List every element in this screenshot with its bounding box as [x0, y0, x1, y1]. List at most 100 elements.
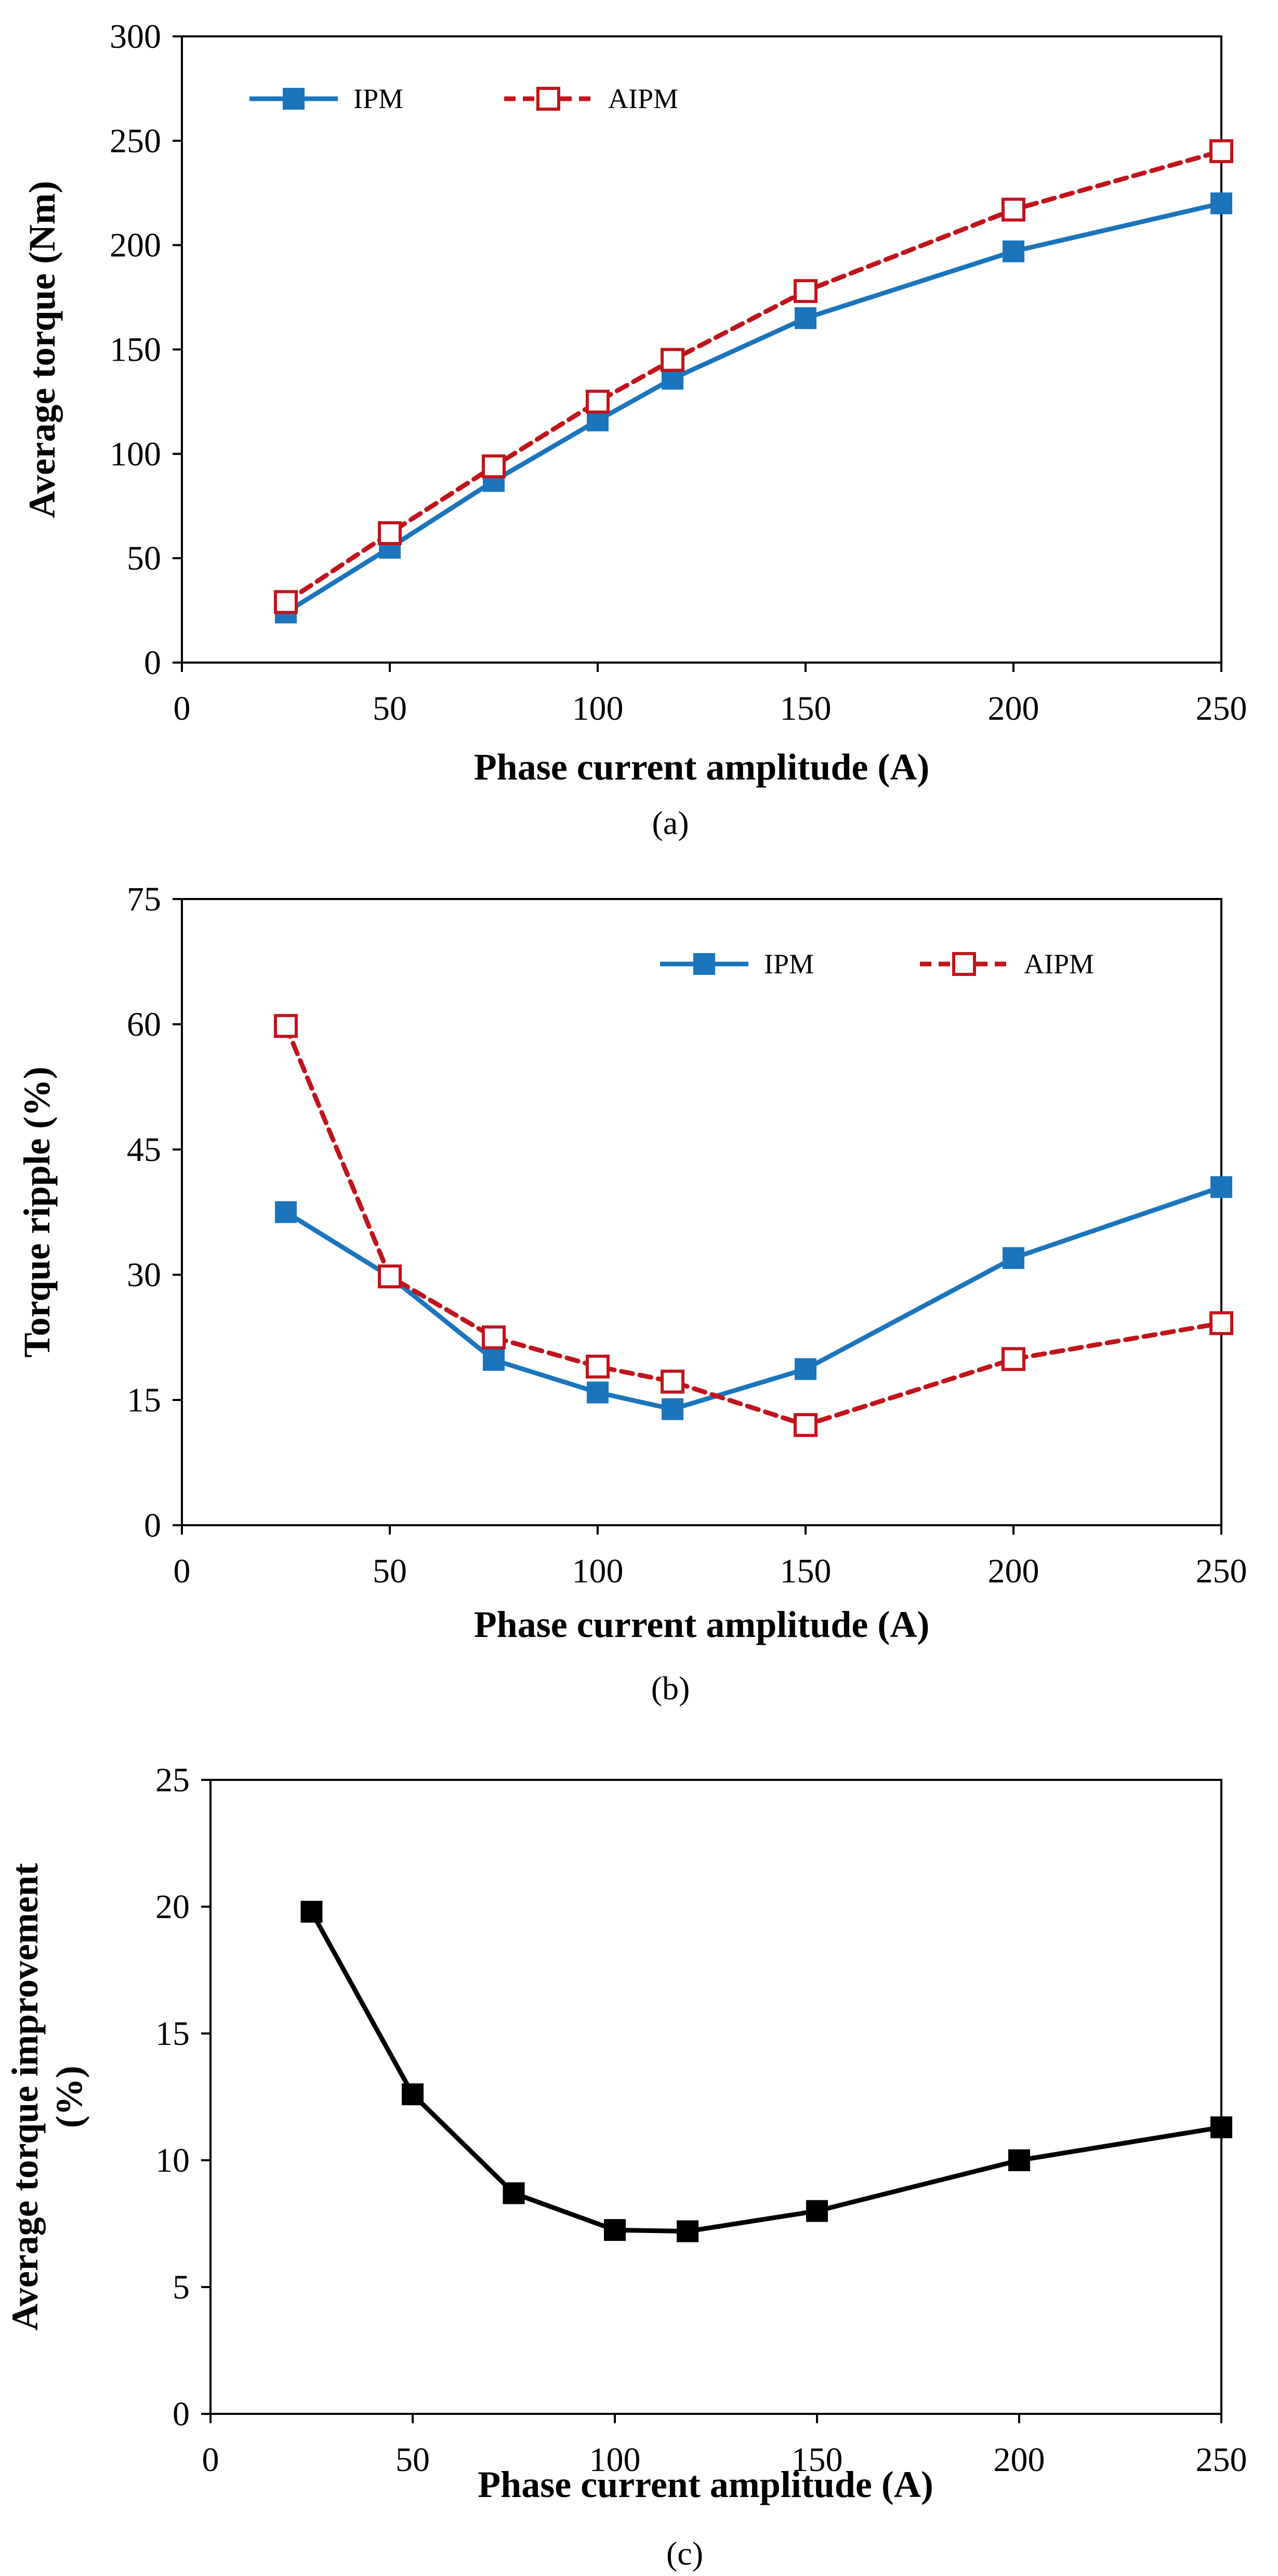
- y-tick-label: 45: [127, 1131, 161, 1169]
- data-point-ipm: [662, 1398, 683, 1420]
- y-tick-label: 20: [155, 1888, 190, 1926]
- legend-marker-aipm: [536, 87, 560, 111]
- data-point-ipm: [795, 307, 816, 329]
- y-axis-label-line-1: Average torque improvement: [4, 1863, 46, 2331]
- x-tick-label: 0: [174, 690, 191, 728]
- y-tick-label: 5: [173, 2268, 190, 2306]
- data-point-ipm: [1003, 1247, 1024, 1269]
- x-tick-label: 250: [1196, 690, 1247, 728]
- y-tick-label: 100: [110, 435, 161, 473]
- y-axis-label: Average torque improvement(%): [4, 1863, 90, 2331]
- y-tick-label: 60: [127, 1006, 161, 1043]
- y-tick-label: 30: [127, 1256, 161, 1294]
- x-tick-label: 250: [1196, 2441, 1247, 2479]
- y-tick-label: 200: [110, 227, 161, 265]
- legend-marker-aipm: [952, 952, 976, 976]
- y-tick-label: 250: [110, 122, 161, 160]
- x-axis-label: Phase current amplitude (A): [478, 2464, 933, 2505]
- data-point-improvement: [1008, 2149, 1030, 2171]
- x-tick-label: 150: [792, 2441, 843, 2479]
- data-point-aipm: [794, 1413, 818, 1437]
- data-point-improvement: [300, 1900, 323, 1923]
- y-tick-label: 75: [127, 880, 161, 918]
- data-point-ipm: [483, 1349, 505, 1371]
- series-line-ipm: [283, 201, 1224, 615]
- series-line-improvement: [309, 1909, 1224, 2234]
- y-tick-label: 15: [127, 1381, 161, 1419]
- data-point-aipm: [1209, 139, 1233, 163]
- data-point-aipm: [482, 1325, 506, 1350]
- x-tick-label: 0: [174, 1552, 191, 1590]
- chart-b: 0 50 100 150 200 250 0 15 30 45 60 75 Phase current …: [16, 880, 1247, 1707]
- y-tick-label: 25: [155, 1761, 190, 1799]
- legend-label-aipm: AIPM: [608, 83, 678, 114]
- y-tick-label: 0: [173, 2395, 190, 2433]
- data-point-aipm: [482, 454, 506, 479]
- legend-label-aipm: AIPM: [1024, 948, 1094, 980]
- data-point-aipm: [586, 389, 610, 414]
- legend-label-ipm: IPM: [764, 948, 814, 980]
- y-tick-label: 0: [144, 1507, 161, 1544]
- data-point-improvement: [1210, 2116, 1232, 2138]
- legend-marker-ipm: [283, 88, 305, 110]
- y-axis-label: Average torque (Nm): [21, 181, 63, 518]
- x-tick-label: 200: [994, 2441, 1045, 2479]
- x-tick-label: 50: [373, 690, 407, 728]
- data-point-ipm: [1003, 240, 1024, 262]
- y-tick-label: 0: [144, 644, 161, 682]
- series-line-aipm: [283, 1023, 1224, 1428]
- data-point-aipm: [378, 521, 402, 545]
- series-line-ipm: [283, 1184, 1224, 1412]
- data-point-ipm: [275, 1201, 297, 1223]
- caption-a: (a): [652, 804, 689, 841]
- series-line-aipm: [283, 149, 1224, 605]
- data-point-improvement: [503, 2182, 525, 2204]
- y-axis-label-line-2: (%): [48, 2066, 90, 2128]
- data-point-improvement: [806, 2200, 828, 2222]
- plot-frame: [209, 1779, 1222, 2415]
- legend-label-ipm: IPM: [353, 83, 403, 114]
- y-axis-label: Torque ripple (%): [16, 1066, 58, 1357]
- data-point-aipm: [274, 590, 298, 614]
- data-point-aipm: [661, 1369, 684, 1394]
- chart-c: 0 50 100 150 200 250 0 5 10 15 20 25 Phase current a…: [4, 1761, 1247, 2572]
- data-point-ipm: [795, 1358, 816, 1380]
- y-tick-label: 300: [110, 18, 161, 56]
- legend-marker-ipm: [693, 953, 715, 975]
- x-tick-label: 200: [988, 690, 1039, 728]
- y-tick-label: 150: [110, 331, 161, 369]
- caption-c: (c): [666, 2535, 703, 2572]
- data-point-aipm: [274, 1014, 298, 1038]
- data-point-aipm: [1002, 1347, 1025, 1371]
- data-point-ipm: [587, 1381, 609, 1404]
- x-tick-label: 100: [589, 2441, 641, 2479]
- data-point-aipm: [1209, 1311, 1233, 1336]
- data-point-improvement: [402, 2083, 424, 2106]
- x-tick-label: 100: [572, 690, 624, 728]
- x-tick-label: 200: [988, 1552, 1039, 1590]
- x-tick-label: 250: [1196, 1552, 1247, 1590]
- chart-a: 0 50 100 150 200 250 0 50 100 150 200 250 300 Phase c…: [21, 18, 1247, 841]
- data-point-aipm: [586, 1354, 610, 1379]
- x-tick-label: 100: [572, 1552, 624, 1590]
- data-point-aipm: [794, 279, 818, 303]
- data-point-improvement: [677, 2220, 699, 2242]
- data-point-ipm: [1210, 192, 1232, 215]
- x-tick-label: 50: [373, 1552, 407, 1590]
- caption-b: (b): [651, 1670, 690, 1707]
- data-point-aipm: [1002, 197, 1025, 222]
- y-tick-label: 15: [155, 2015, 190, 2053]
- x-tick-label: 0: [202, 2441, 219, 2479]
- data-point-aipm: [661, 348, 684, 372]
- x-tick-label: 150: [780, 1552, 832, 1590]
- data-point-improvement: [604, 2219, 626, 2241]
- x-tick-label: 150: [780, 690, 832, 728]
- y-tick-label: 10: [155, 2142, 190, 2179]
- x-axis-label: Phase current amplitude (A): [474, 1604, 930, 1645]
- plot-frame: [181, 898, 1222, 1526]
- x-tick-label: 50: [396, 2441, 430, 2479]
- data-point-aipm: [378, 1264, 402, 1289]
- data-point-ipm: [1210, 1176, 1232, 1198]
- x-axis-label: Phase current amplitude (A): [474, 746, 930, 788]
- y-tick-label: 50: [127, 539, 161, 577]
